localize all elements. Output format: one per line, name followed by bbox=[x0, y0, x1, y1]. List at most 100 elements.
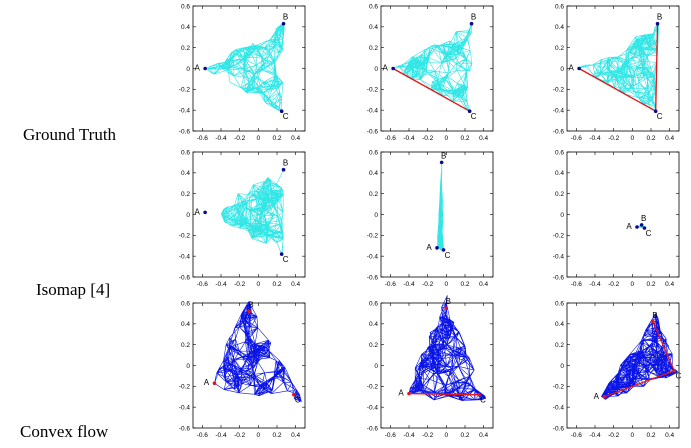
x-tick-label: 0.4 bbox=[291, 135, 300, 142]
point-label-c: C bbox=[657, 112, 663, 121]
x-tick-label: 0.2 bbox=[272, 281, 281, 288]
y-tick-label: -0.2 bbox=[553, 233, 565, 240]
mesh-graph bbox=[408, 295, 486, 401]
y-tick-label: 0.6 bbox=[555, 300, 564, 307]
point-label-b: B bbox=[441, 151, 446, 160]
x-tick-label: -0.6 bbox=[197, 281, 209, 288]
point-label-c: C bbox=[675, 372, 681, 381]
point-label-c: C bbox=[480, 396, 486, 405]
y-tick-label: -0.2 bbox=[367, 384, 379, 391]
y-tick-label: 0.2 bbox=[555, 45, 564, 52]
point-c bbox=[642, 226, 647, 230]
y-tick-label: 0.4 bbox=[369, 321, 378, 328]
x-tick-label: -0.4 bbox=[215, 432, 227, 439]
mesh-graph bbox=[220, 169, 284, 256]
point-c bbox=[672, 368, 677, 373]
x-tick-label: -0.2 bbox=[422, 432, 434, 439]
y-tick-label: 0.6 bbox=[181, 3, 190, 10]
point-c bbox=[441, 248, 446, 252]
panel-2-2: -0.6 -0.4 -0.2 0 0.2 0.4 0.6 0.4 0.2 0 -0.2 -0.4 -0.… bbox=[367, 149, 494, 288]
x-tick-label: 0 bbox=[257, 135, 261, 142]
point-label-a: A bbox=[594, 392, 600, 401]
x-tick-label: -0.6 bbox=[571, 281, 583, 288]
x-tick-label: -0.4 bbox=[403, 135, 415, 142]
x-tick-label: 0 bbox=[257, 432, 261, 439]
y-tick-label: 0 bbox=[186, 212, 190, 219]
y-tick-label: -0.4 bbox=[179, 107, 191, 114]
y-tick-label: -0.6 bbox=[179, 274, 191, 281]
point-label-c: C bbox=[445, 251, 451, 260]
y-tick-label: -0.6 bbox=[179, 128, 191, 135]
y-tick-label: -0.6 bbox=[179, 425, 191, 432]
x-tick-label: -0.4 bbox=[403, 281, 415, 288]
x-tick-label: -0.2 bbox=[608, 281, 620, 288]
point-a bbox=[212, 381, 217, 386]
x-tick-label: -0.6 bbox=[197, 432, 209, 439]
x-tick-label: 0.2 bbox=[646, 432, 655, 439]
x-tick-label: 0.2 bbox=[460, 281, 469, 288]
y-tick-label: -0.2 bbox=[367, 87, 379, 94]
y-tick-label: 0.2 bbox=[555, 342, 564, 349]
y-tick-label: 0.4 bbox=[369, 170, 378, 177]
y-tick-label: -0.6 bbox=[367, 425, 379, 432]
point-b bbox=[439, 160, 444, 165]
point-label-a: A bbox=[568, 64, 574, 73]
y-tick-label: 0.6 bbox=[181, 300, 190, 307]
y-tick-label: 0.2 bbox=[181, 45, 190, 52]
y-tick-label: -0.4 bbox=[179, 404, 191, 411]
point-a bbox=[203, 66, 207, 71]
x-tick-label: 0.2 bbox=[272, 135, 281, 142]
mesh-graph bbox=[601, 313, 679, 400]
axes-box bbox=[380, 151, 494, 278]
y-tick-label: 0.6 bbox=[555, 149, 564, 156]
x-tick-label: -0.4 bbox=[215, 281, 227, 288]
x-tick-label: -0.4 bbox=[403, 432, 415, 439]
point-a bbox=[435, 246, 439, 250]
y-tick-label: 0.2 bbox=[369, 191, 378, 198]
x-tick-label: 0.4 bbox=[291, 281, 300, 288]
mesh-graph bbox=[578, 23, 659, 112]
y-tick-label: 0.6 bbox=[369, 300, 378, 307]
x-tick-label: 0.4 bbox=[291, 432, 300, 439]
point-b bbox=[281, 21, 286, 26]
y-tick-label: 0 bbox=[560, 363, 564, 370]
axes-box bbox=[566, 151, 680, 278]
point-b bbox=[247, 309, 251, 314]
y-tick-label: -0.4 bbox=[553, 253, 565, 260]
x-tick-label: 0 bbox=[631, 281, 635, 288]
x-tick-label: -0.4 bbox=[215, 135, 227, 142]
x-tick-label: -0.2 bbox=[234, 281, 246, 288]
y-tick-label: 0 bbox=[560, 212, 564, 219]
point-c bbox=[467, 109, 472, 114]
row-label-convex-flow: Convex flow bbox=[20, 422, 109, 441]
y-tick-label: -0.2 bbox=[367, 233, 379, 240]
panel-3-3: -0.6 -0.4 -0.2 0 0.2 0.4 0.6 0.4 0.2 0 -0.2 -0.4 -0.… bbox=[553, 300, 682, 439]
y-tick-label: 0.2 bbox=[555, 191, 564, 198]
x-tick-label: -0.6 bbox=[385, 135, 397, 142]
x-tick-label: 0.2 bbox=[272, 432, 281, 439]
y-tick-label: 0 bbox=[374, 66, 378, 73]
point-a bbox=[203, 210, 207, 215]
y-tick-label: 0 bbox=[374, 363, 378, 370]
point-label-b: B bbox=[652, 311, 657, 320]
point-c bbox=[477, 392, 481, 397]
point-label-a: A bbox=[398, 389, 404, 398]
y-tick-label: 0.2 bbox=[369, 45, 378, 52]
mesh-graph bbox=[436, 162, 444, 251]
point-c bbox=[292, 392, 296, 397]
point-label-b: B bbox=[446, 297, 451, 306]
y-tick-label: -0.4 bbox=[367, 107, 379, 114]
y-tick-label: -0.4 bbox=[367, 253, 379, 260]
point-a bbox=[635, 225, 639, 229]
panel-3-1: -0.6 -0.4 -0.2 0 0.2 0.4 0.6 0.4 0.2 0 -0.2 -0.4 -0.… bbox=[179, 300, 306, 439]
panel-1-2: -0.6 -0.4 -0.2 0 0.2 0.4 0.6 0.4 0.2 0 -0.2 -0.4 -0.… bbox=[367, 3, 494, 142]
y-tick-label: -0.4 bbox=[367, 404, 379, 411]
y-tick-label: 0 bbox=[186, 66, 190, 73]
point-label-c: C bbox=[646, 229, 652, 238]
point-label-a: A bbox=[194, 64, 200, 73]
point-label-b: B bbox=[657, 13, 662, 22]
x-tick-label: -0.2 bbox=[422, 135, 434, 142]
y-tick-label: 0.4 bbox=[555, 321, 564, 328]
geodesic-path bbox=[392, 67, 471, 112]
